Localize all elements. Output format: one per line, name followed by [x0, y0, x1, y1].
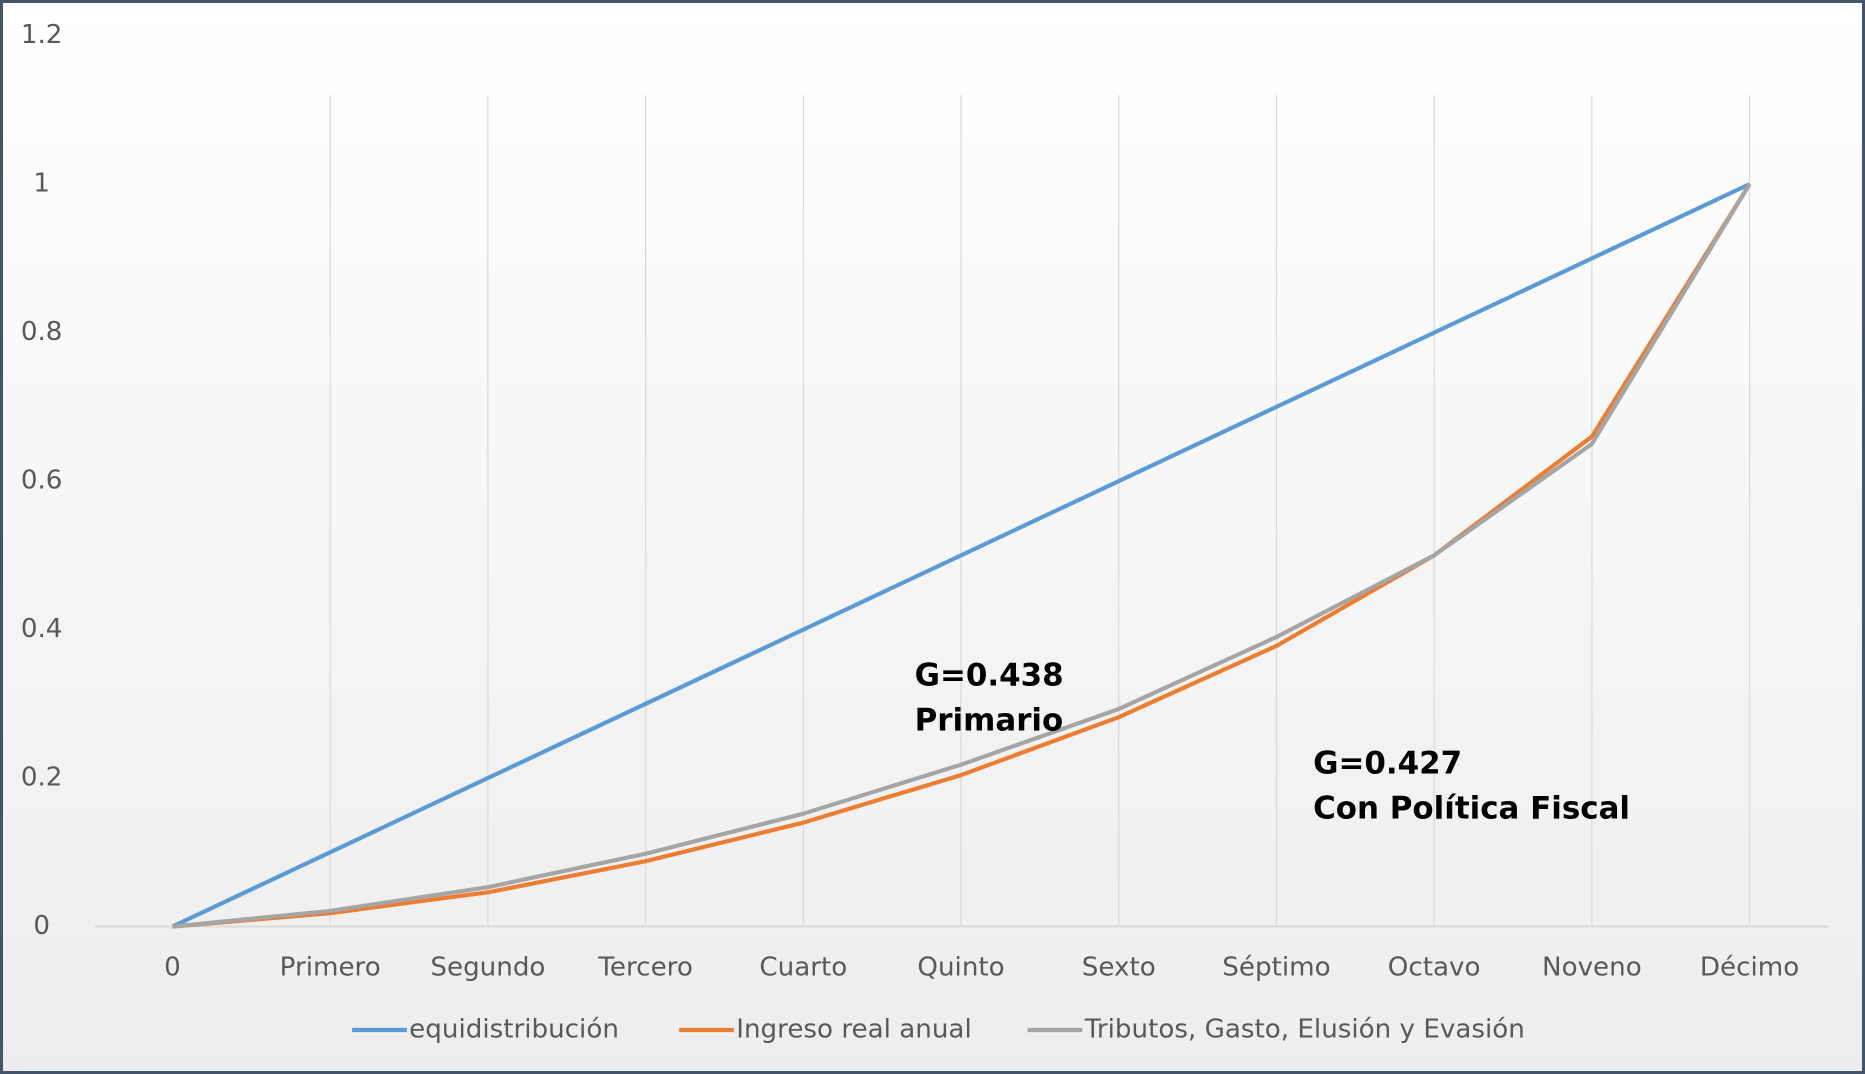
series-line — [172, 183, 1752, 929]
x-tick-label: 0 — [164, 953, 181, 983]
y-tick-label: 0 — [33, 911, 50, 941]
x-tick-label: Sexto — [1082, 953, 1156, 983]
y-tick-label: 0.8 — [21, 317, 63, 347]
annotation: Primario — [915, 702, 1064, 738]
y-tick-label: 0.2 — [21, 763, 63, 793]
y-tick-label: 1.2 — [21, 20, 63, 50]
x-tick-label: Séptimo — [1222, 953, 1330, 983]
x-tick-label: Octavo — [1388, 953, 1481, 983]
x-tick-label: Noveno — [1542, 953, 1642, 983]
x-tick-label: Cuarto — [759, 953, 847, 983]
legend-label: equidistribución — [409, 1014, 619, 1044]
x-tick-label: Segundo — [430, 953, 545, 983]
annotation: Con Política Fiscal — [1313, 790, 1630, 826]
series-line — [171, 182, 1751, 929]
x-tick-label: Quinto — [917, 953, 1004, 983]
y-tick-label: 0.6 — [21, 466, 63, 496]
x-tick-label: Primero — [280, 953, 381, 983]
y-tick-label: 1 — [33, 169, 50, 199]
legend-label: Ingreso real anual — [736, 1014, 971, 1044]
x-tick-label: Décimo — [1700, 953, 1799, 983]
x-tick-label: Tercero — [597, 953, 692, 983]
legend-label: Tributos, Gasto, Elusión y Evasión — [1084, 1014, 1525, 1044]
y-tick-label: 0.4 — [21, 614, 63, 644]
annotation: G=0.438 — [915, 657, 1064, 693]
annotation: G=0.427 — [1313, 745, 1462, 781]
